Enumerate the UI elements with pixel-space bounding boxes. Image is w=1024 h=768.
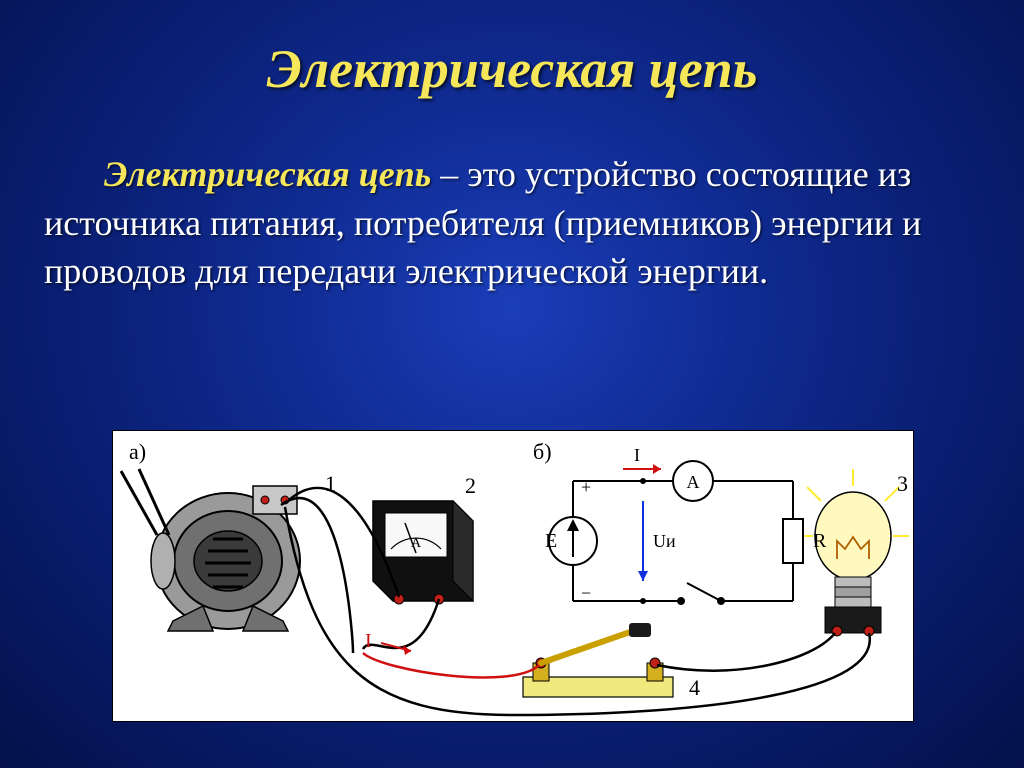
label-4: 4 (689, 675, 700, 700)
generator-icon (121, 469, 300, 631)
current-arrow-pictorial: I (365, 630, 411, 655)
label-3: 3 (897, 471, 908, 496)
circuit-figure: а) б) (112, 430, 914, 722)
svg-text:E: E (545, 530, 557, 552)
panel-b-label: б) (533, 439, 552, 464)
ammeter-face-letter: A (411, 536, 422, 551)
definition-paragraph: Электрическая цепь – это устройство сост… (44, 150, 980, 296)
slide: Электрическая цепь Электрическая цепь – … (0, 0, 1024, 768)
label-2: 2 (465, 473, 476, 498)
svg-text:A: A (687, 472, 700, 492)
switch-icon (523, 623, 673, 697)
svg-text:+: + (581, 477, 591, 497)
slide-title: Электрическая цепь (0, 38, 1024, 100)
svg-text:Uи: Uи (653, 531, 676, 551)
definition-term: Электрическая цепь (104, 154, 431, 194)
svg-text:I: I (634, 445, 640, 465)
bulb-icon (797, 469, 909, 636)
svg-text:−: − (581, 583, 591, 603)
panel-a-label: а) (129, 439, 146, 464)
svg-text:R: R (813, 530, 827, 552)
schematic-diagram: E + − A I R Uи (545, 445, 827, 604)
svg-text:I: I (365, 630, 372, 652)
ammeter-icon: A (373, 501, 473, 604)
